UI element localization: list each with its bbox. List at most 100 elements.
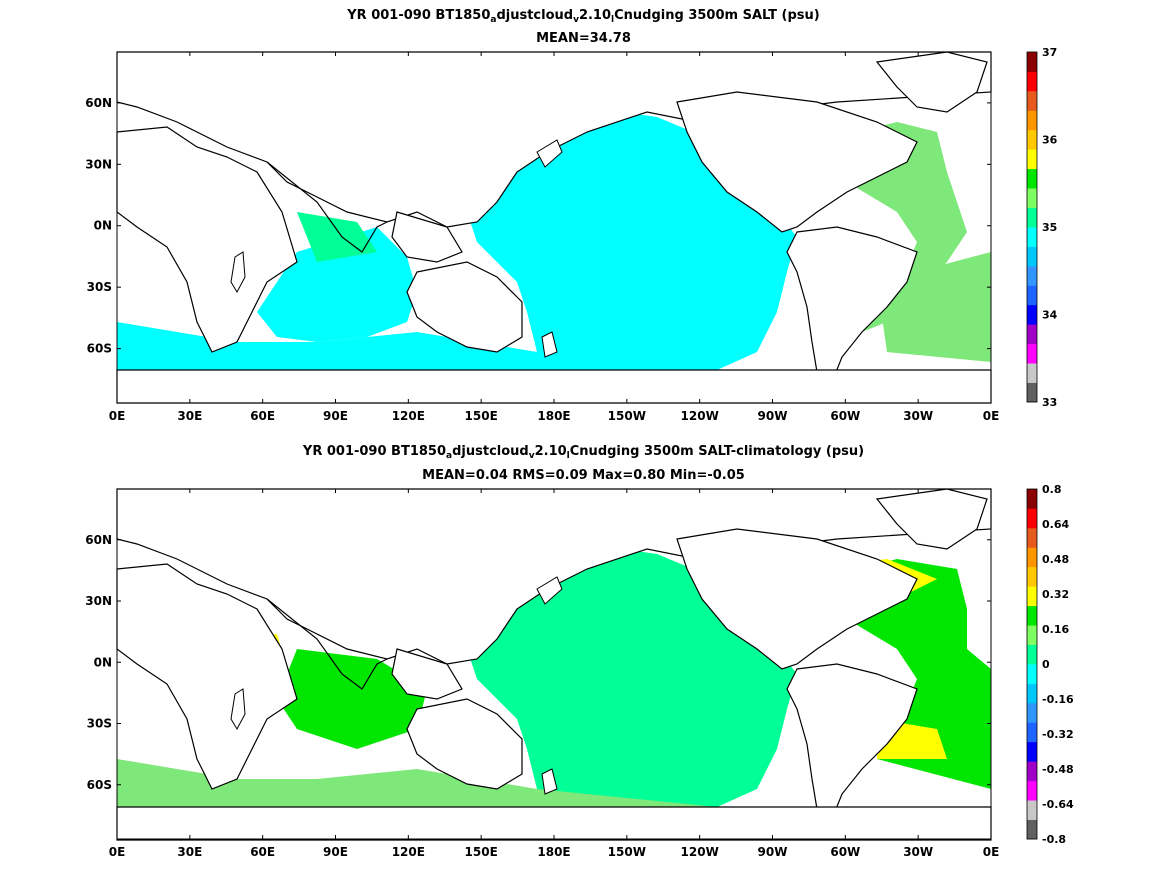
top-colorbar-swatch [1027, 207, 1037, 228]
bottom-x-tick-label: 180E [537, 845, 570, 859]
bottom-y-tick-label: 0N [94, 655, 112, 669]
top-x-tick-label: 0E [109, 409, 126, 423]
top-colorbar-label: 34 [1042, 309, 1058, 322]
top-x-axis: 0E 30E 60E 90E 120E 150E 180E 150W 120W 90W 60W 30W… [109, 52, 1000, 423]
bottom-x-tick-label: 60W [830, 845, 860, 859]
top-colorbar-swatch [1027, 324, 1037, 345]
bottom-colorbar-label: -0.64 [1042, 798, 1074, 811]
bottom-colorbar-swatch [1027, 586, 1037, 607]
top-colorbar-swatch [1027, 382, 1037, 403]
top-map-stats: MEAN=34.78 [536, 31, 631, 46]
top-y-tick-label: 0N [94, 219, 112, 233]
bottom-x-tick-label: 0E [109, 845, 126, 859]
bottom-colorbar-swatch [1027, 722, 1037, 743]
top-colorbar-swatch [1027, 304, 1037, 325]
bottom-colorbar-swatch [1027, 508, 1037, 529]
top-x-tick-label: 150E [465, 409, 498, 423]
top-colorbar-swatch [1027, 149, 1037, 170]
top-colorbar-swatch [1027, 343, 1037, 364]
bottom-colorbar-swatch [1027, 741, 1037, 762]
bottom-colorbar-label: -0.32 [1042, 728, 1074, 741]
top-colorbar-swatch [1027, 363, 1037, 383]
bottom-colorbar-label: -0.16 [1042, 693, 1074, 706]
top-colorbar-swatch [1027, 265, 1037, 286]
top-colorbar-label: 37 [1042, 46, 1057, 59]
top-colorbar-swatch [1027, 285, 1037, 306]
bottom-colorbar-swatch [1027, 605, 1037, 626]
top-x-tick-label: 90W [758, 409, 788, 423]
top-colorbar: 37 36 35 34 33 [1026, 46, 1058, 409]
top-x-tick-label: 60W [830, 409, 860, 423]
top-y-axis: 60N 30N 0N 30S 60S [85, 96, 991, 356]
bottom-colorbar-swatch [1027, 547, 1037, 568]
top-y-tick-label: 30S [87, 280, 112, 294]
top-x-tick-label: 150W [608, 409, 646, 423]
top-indian-field [257, 227, 417, 342]
top-colorbar-swatch [1027, 90, 1037, 111]
bottom-colorbar-swatch [1027, 527, 1037, 548]
top-southern-field [117, 322, 991, 382]
bottom-colorbar-swatch [1027, 819, 1037, 840]
top-y-tick-label: 60N [85, 96, 112, 110]
bottom-y-tick-label: 60S [87, 778, 112, 792]
top-colorbar-swatch [1027, 110, 1037, 131]
top-x-tick-label: 30E [177, 409, 202, 423]
top-colorbar-label: 36 [1042, 134, 1058, 147]
bottom-indian-field [277, 649, 427, 749]
bottom-map [116, 488, 992, 841]
bottom-colorbar-label: 0.64 [1042, 518, 1069, 531]
bottom-x-tick-label: 0E [983, 845, 1000, 859]
bottom-colorbar-swatch [1027, 780, 1037, 801]
bottom-x-tick-label: 120W [681, 845, 719, 859]
top-x-tick-label: 0E [983, 409, 1000, 423]
bottom-y-axis: 60N 30N 0N 30S 60S [85, 533, 991, 792]
bottom-southern-field [117, 759, 991, 819]
top-y-tick-label: 30N [85, 157, 112, 171]
bottom-map-stats: MEAN=0.04 RMS=0.09 Max=0.80 Min=-0.05 [422, 468, 745, 483]
bottom-colorbar-swatch [1027, 702, 1037, 723]
top-colorbar-label: 35 [1042, 221, 1057, 234]
bottom-map-title: YR 001-090 BT1850adjustcloudv2.10lCnudgi… [302, 444, 865, 461]
bottom-x-tick-label: 30E [177, 845, 202, 859]
bottom-x-tick-label: 150W [608, 845, 646, 859]
top-arabian-sea-field [297, 212, 377, 262]
bottom-x-tick-label: 30W [903, 845, 933, 859]
bottom-y-tick-label: 60N [85, 533, 112, 547]
bottom-y-tick-label: 30N [85, 594, 112, 608]
top-colorbar-swatch [1027, 71, 1037, 92]
top-map-title: YR 001-090 BT1850adjustcloudv2.10lCnudgi… [347, 8, 820, 25]
top-x-tick-label: 120W [681, 409, 719, 423]
bottom-colorbar-swatch [1027, 566, 1037, 587]
bottom-colorbar-label: -0.8 [1042, 833, 1066, 846]
top-colorbar-swatch [1027, 227, 1037, 247]
bottom-colorbar-swatch [1027, 683, 1037, 704]
top-colorbar-swatch [1027, 246, 1037, 267]
bottom-colorbar-label: 0 [1042, 658, 1050, 671]
bottom-colorbar-swatch [1027, 800, 1037, 820]
bottom-colorbar-swatch [1027, 644, 1037, 665]
bottom-x-axis: 0E 30E 60E 90E 120E 150E 180E 150W 120W 90W 60W 30W… [109, 489, 1000, 859]
bottom-colorbar-label: 0.16 [1042, 623, 1069, 636]
top-x-tick-label: 120E [392, 409, 425, 423]
top-x-tick-label: 180E [537, 409, 570, 423]
bottom-colorbar-label: 0.8 [1042, 483, 1062, 496]
bottom-colorbar-label: 0.48 [1042, 553, 1069, 566]
bottom-x-tick-label: 150E [465, 845, 498, 859]
bottom-y-tick-label: 30S [87, 717, 112, 731]
bottom-colorbar-label: -0.48 [1042, 763, 1074, 776]
bottom-x-tick-label: 120E [392, 845, 425, 859]
top-map [116, 51, 992, 404]
top-x-tick-label: 60E [250, 409, 275, 423]
bottom-colorbar-label: 0.32 [1042, 588, 1069, 601]
top-x-tick-label: 30W [903, 409, 933, 423]
top-x-tick-label: 90E [323, 409, 348, 423]
bottom-x-tick-label: 60E [250, 845, 275, 859]
top-colorbar-swatch [1027, 168, 1037, 189]
top-colorbar-swatch [1027, 129, 1037, 150]
bottom-colorbar-swatch [1027, 489, 1037, 509]
bottom-colorbar: 0.8 0.64 0.48 0.32 0.16 0 -0.16 -0.32 -0.48 -0.64… [1026, 483, 1074, 846]
top-colorbar-swatch [1027, 188, 1037, 208]
bottom-colorbar-swatch [1027, 761, 1037, 782]
top-colorbar-swatch [1027, 52, 1037, 72]
